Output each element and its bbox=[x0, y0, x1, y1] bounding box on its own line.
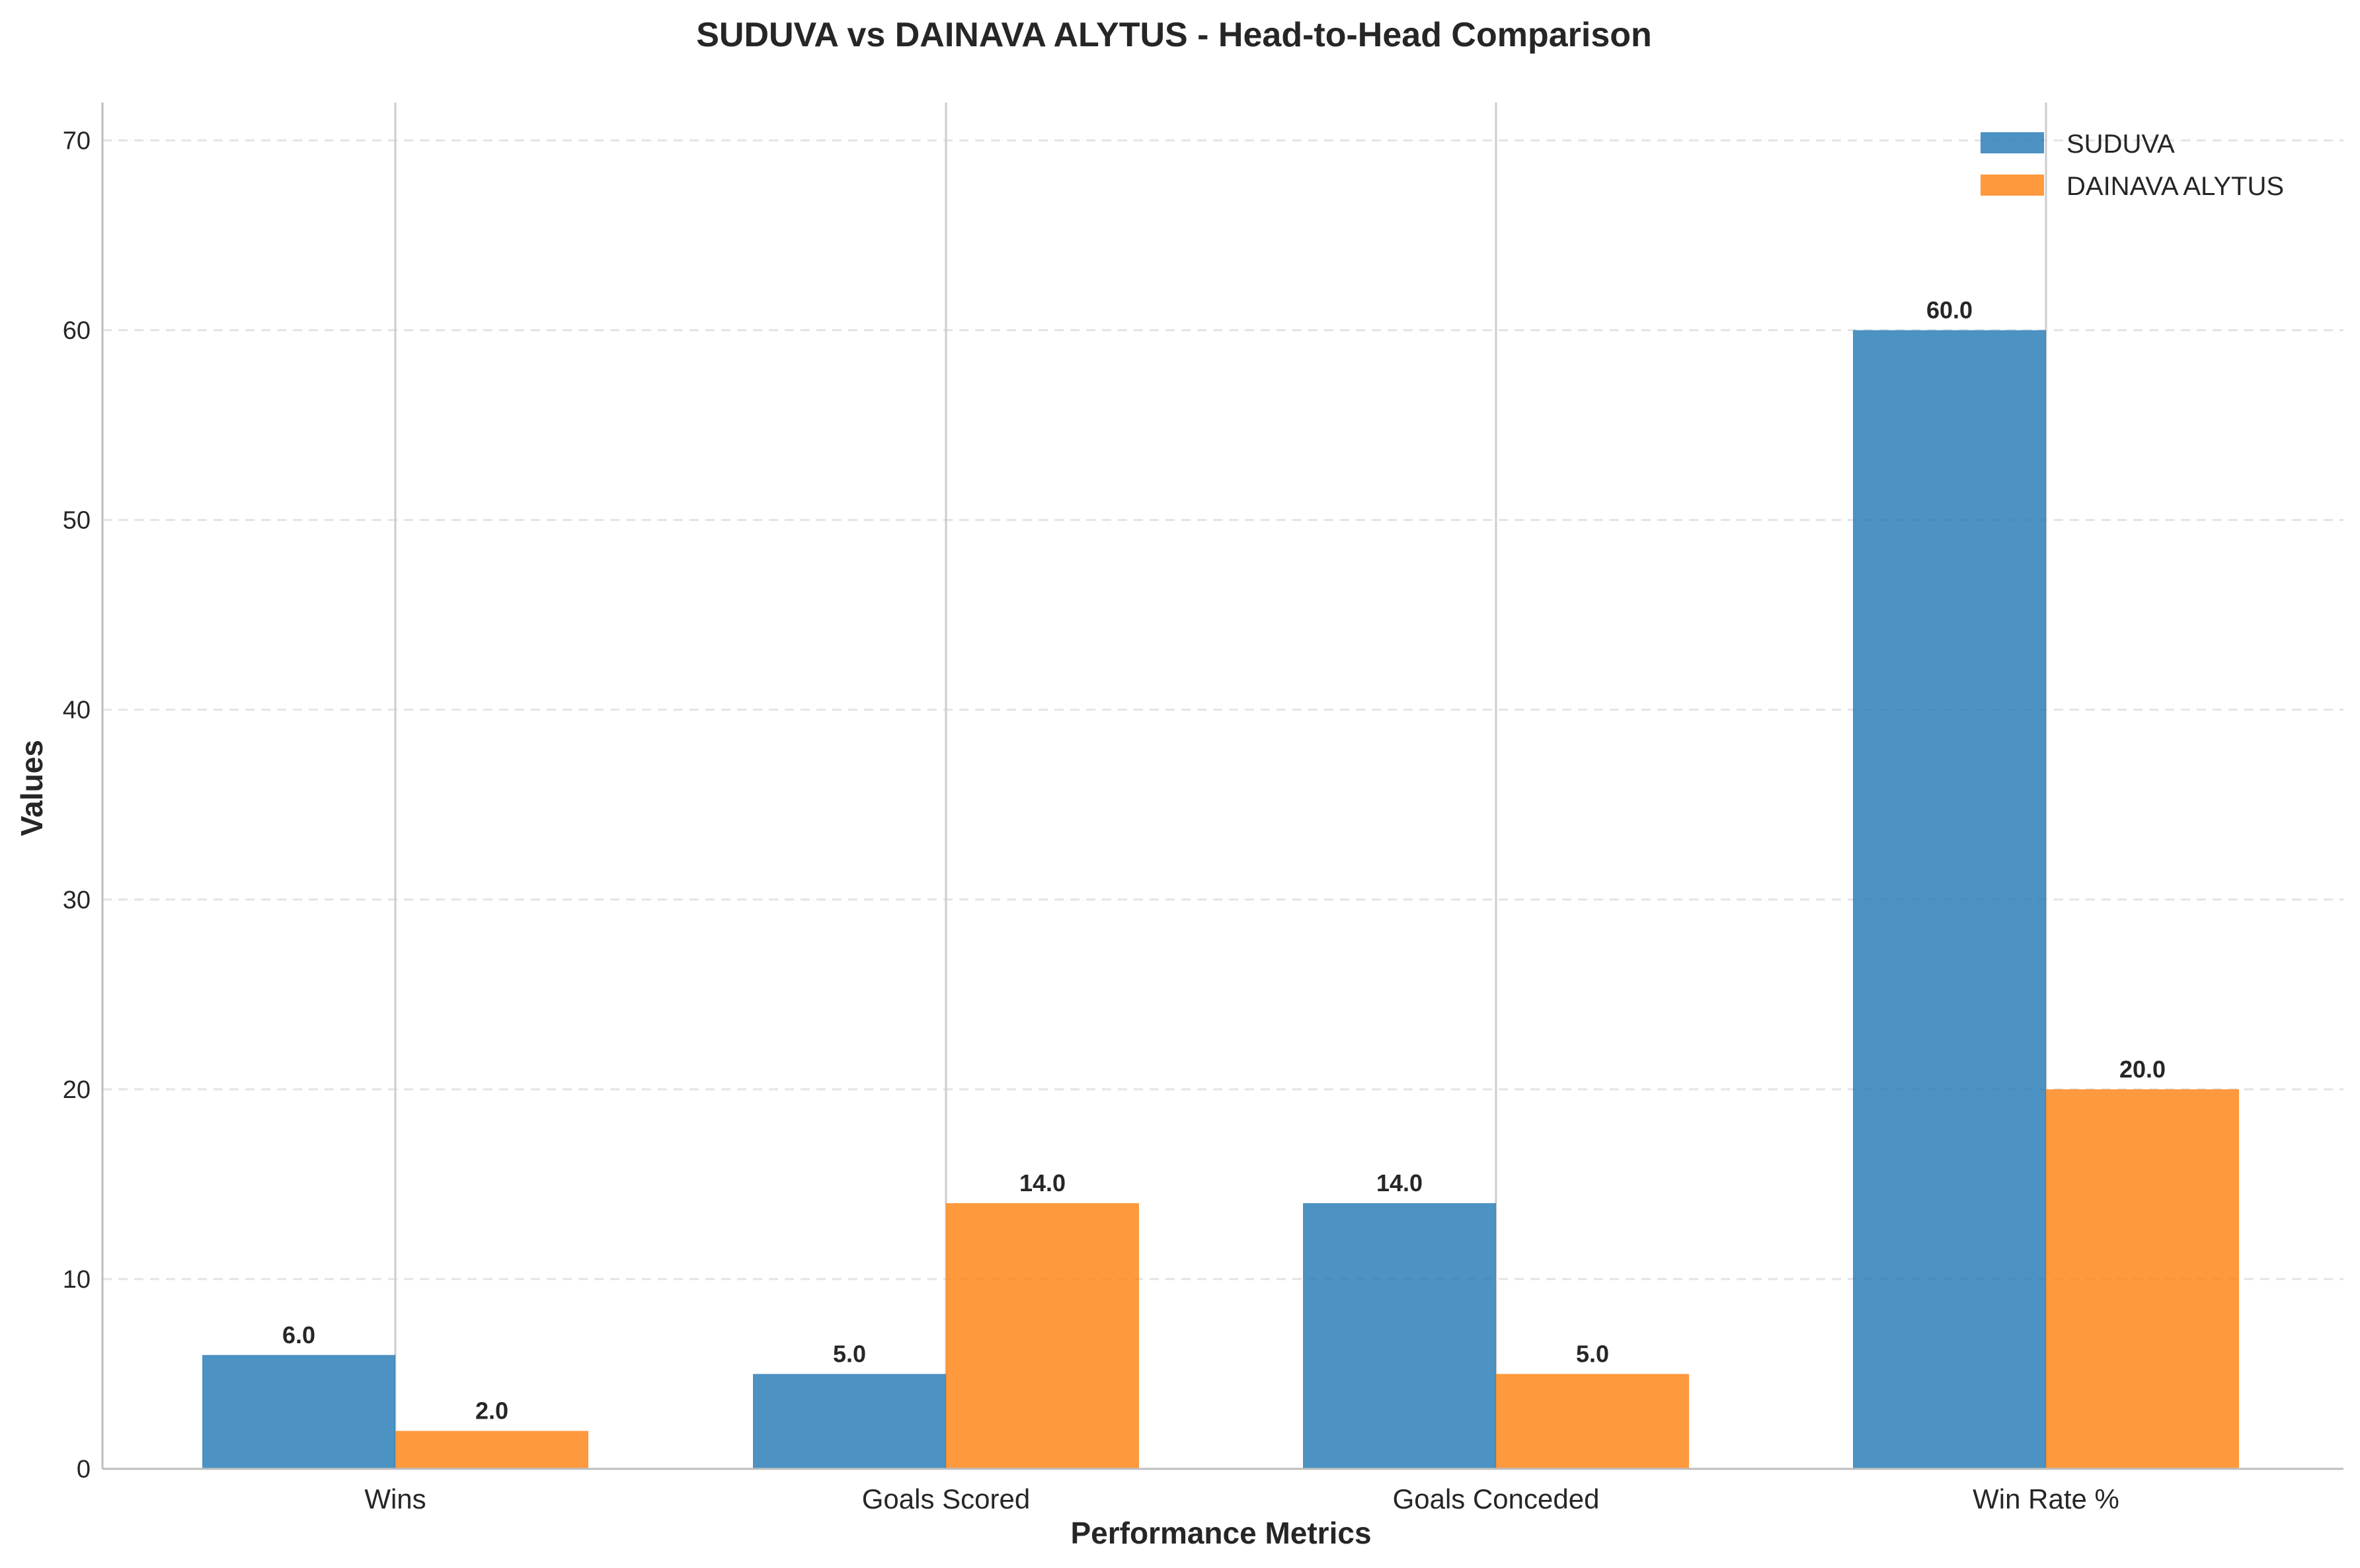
y-tick-label: 30 bbox=[63, 886, 91, 914]
y-axis-label: Values bbox=[15, 740, 49, 836]
y-tick-label: 10 bbox=[63, 1266, 91, 1294]
legend: SUDUVA DAINAVA ALYTUS bbox=[1981, 130, 2284, 201]
data-label-suduva: 6.0 bbox=[282, 1321, 315, 1349]
legend-label-suduva: SUDUVA bbox=[2066, 130, 2175, 159]
data-label-suduva: 5.0 bbox=[833, 1340, 866, 1367]
bar-dainava-alytus bbox=[1496, 1374, 1689, 1469]
axes-layer: 0 10 20 30 40 50 60 70 Wins Goals Scored Goals Con… bbox=[63, 102, 2343, 1514]
legend-swatch-dainava-alytus bbox=[1981, 175, 2044, 196]
bar-dainava-alytus bbox=[946, 1203, 1139, 1469]
x-tick-label: Goals Scored bbox=[862, 1483, 1030, 1514]
y-tick-label: 60 bbox=[63, 317, 91, 345]
x-tick-label: Wins bbox=[364, 1483, 426, 1514]
y-tick-label: 70 bbox=[63, 127, 91, 155]
y-tick-label: 0 bbox=[77, 1456, 91, 1483]
x-tick-label: Win Rate % bbox=[1973, 1483, 2119, 1514]
data-label-suduva: 14.0 bbox=[1376, 1169, 1423, 1196]
bars-layer bbox=[202, 330, 2239, 1469]
data-label-dainava-alytus: 14.0 bbox=[1019, 1169, 1066, 1196]
chart-title: SUDUVA vs DAINAVA ALYTUS - Head-to-Head … bbox=[696, 16, 1652, 54]
category-guide-lines bbox=[394, 102, 2047, 1469]
y-tick-label: 40 bbox=[63, 697, 91, 725]
data-labels-layer: 6.0 5.0 14.0 60.0 2.0 14.0 5.0 20.0 bbox=[282, 297, 2166, 1425]
legend-swatch-suduva bbox=[1981, 132, 2044, 153]
x-tick-label: Goals Conceded bbox=[1393, 1483, 1600, 1514]
bar-suduva bbox=[753, 1374, 946, 1469]
legend-label-dainava-alytus: DAINAVA ALYTUS bbox=[2066, 172, 2284, 201]
data-label-dainava-alytus: 20.0 bbox=[2119, 1056, 2166, 1083]
bar-suduva bbox=[1303, 1203, 1496, 1469]
x-axis-label: Performance Metrics bbox=[1070, 1516, 1371, 1550]
data-label-suduva: 60.0 bbox=[1926, 297, 1973, 324]
bar-suduva bbox=[202, 1354, 395, 1469]
data-label-dainava-alytus: 2.0 bbox=[475, 1397, 508, 1425]
bar-dainava-alytus bbox=[395, 1431, 588, 1469]
y-tick-label: 50 bbox=[63, 507, 91, 535]
grid-layer bbox=[102, 139, 2343, 1280]
data-label-dainava-alytus: 5.0 bbox=[1576, 1340, 1609, 1367]
bar-suduva bbox=[1853, 330, 2046, 1469]
y-tick-label: 20 bbox=[63, 1076, 91, 1104]
bar-dainava-alytus bbox=[2046, 1089, 2239, 1469]
